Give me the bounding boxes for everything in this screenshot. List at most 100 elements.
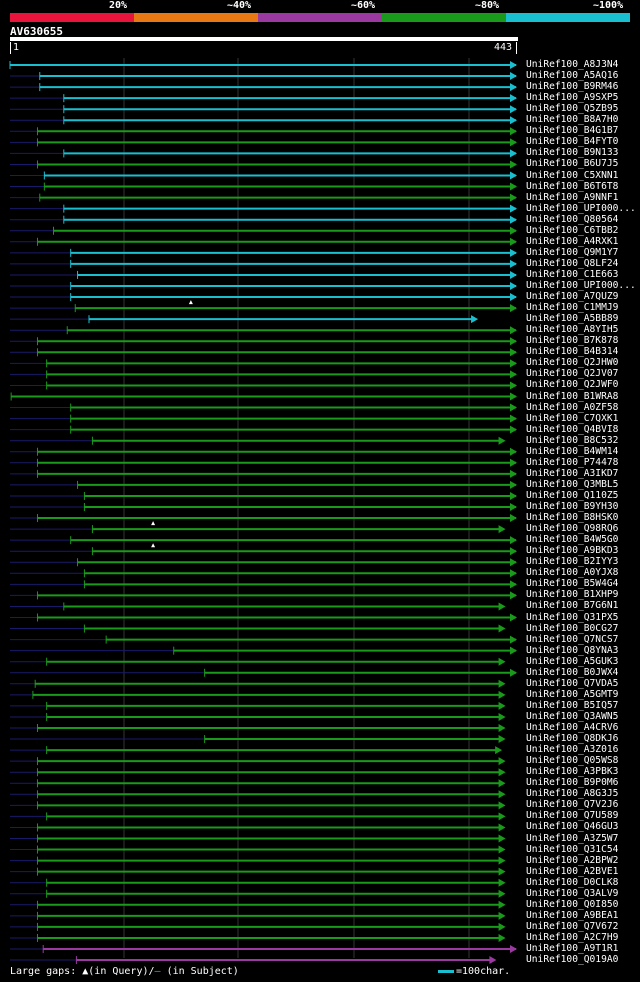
hit-name[interactable]: UniRef100_Q019A0 — [526, 954, 619, 966]
alignment-arrowhead — [510, 105, 517, 114]
hit-name[interactable]: UniRef100_Q8YNA3 — [526, 644, 619, 656]
hit-name[interactable]: UniRef100_B4W5G0 — [526, 534, 619, 546]
hit-name[interactable]: UniRef100_B6U7J5 — [526, 158, 619, 170]
hit-name[interactable]: UniRef100_B6T6T8 — [526, 180, 619, 192]
alignment-arrowhead — [510, 248, 517, 257]
hit-name[interactable]: UniRef100_B7G6N1 — [526, 600, 619, 612]
hit-name[interactable]: UniRef100_B9YH30 — [526, 501, 619, 512]
alignment-arrowhead — [498, 724, 506, 732]
hit-name[interactable]: UniRef100_A3Z5W7 — [526, 832, 619, 844]
hit-name[interactable]: UniRef100_Q3ALV9 — [526, 887, 619, 899]
hit-name[interactable]: UniRef100_Q2JV07 — [526, 368, 619, 380]
hit-name[interactable]: UniRef100_Q8DKJ6 — [526, 733, 619, 745]
scale-swatch — [438, 969, 454, 973]
hit-name[interactable]: UniRef100_A2BVE1 — [526, 865, 619, 877]
hit-name[interactable]: UniRef100_A8YIH5 — [526, 324, 619, 336]
hit-name[interactable]: UniRef100_D0CLK8 — [526, 876, 619, 888]
hit-name[interactable]: UniRef100_B0CG27 — [526, 622, 619, 634]
hit-name[interactable]: UniRef100_B7K878 — [526, 335, 619, 347]
hit-name[interactable]: UniRef100_Q7V672 — [526, 920, 619, 932]
alignment-arrowhead — [510, 359, 517, 368]
hit-name[interactable]: UniRef100_A5GUK3 — [526, 655, 619, 667]
hit-name[interactable]: UniRef100_A9T1R1 — [526, 943, 619, 954]
hit-name[interactable]: UniRef100_A8J3N4 — [526, 59, 619, 70]
alignment-arrowhead — [510, 646, 517, 655]
hit-name[interactable]: UniRef100_A4CRV6 — [526, 722, 619, 733]
hit-name[interactable]: UniRef100_Q7V2J6 — [526, 799, 619, 811]
hit-name[interactable]: UniRef100_A9BKD3 — [526, 545, 619, 557]
hit-name[interactable]: UniRef100_A5AQ16 — [526, 70, 619, 82]
hit-name[interactable]: UniRef100_A4RXK1 — [526, 235, 619, 247]
hit-name[interactable]: UniRef100_B4B314 — [526, 346, 619, 358]
hit-name[interactable]: UniRef100_A8G3J5 — [526, 788, 619, 800]
alignment-arrowhead — [510, 116, 517, 125]
hit-name[interactable]: UniRef100_Q05WS8 — [526, 755, 619, 767]
hit-name[interactable]: UniRef100_Q7U589 — [526, 810, 619, 822]
hit-name[interactable]: UniRef100_Q4BVI8 — [526, 423, 619, 435]
hit-name[interactable]: UniRef100_B9RM46 — [526, 81, 619, 93]
query-bar — [10, 37, 518, 41]
hit-name[interactable]: UniRef100_A2BPW2 — [526, 854, 619, 866]
query-gap-icon: ▲ — [82, 966, 89, 977]
legend-segment — [382, 13, 506, 22]
hit-name[interactable]: UniRef100_Q3AWN5 — [526, 710, 619, 722]
hit-name[interactable]: UniRef100_UPI000... — [526, 280, 636, 291]
hit-name[interactable]: UniRef100_C1MMJ9 — [526, 302, 619, 314]
hit-name[interactable]: UniRef100_A5GMT9 — [526, 688, 619, 700]
hit-name[interactable]: UniRef100_C5XNN1 — [526, 169, 619, 181]
hit-name[interactable]: UniRef100_Q31C54 — [526, 843, 619, 855]
hit-name[interactable]: UniRef100_A7QUZ9 — [526, 291, 619, 303]
hit-name[interactable]: UniRef100_B2IYY3 — [526, 556, 619, 568]
hit-name[interactable]: UniRef100_B8HSK0 — [526, 512, 619, 524]
hit-name[interactable]: UniRef100_Q31PX5 — [526, 611, 619, 623]
alignment-arrowhead — [510, 536, 517, 545]
hit-name[interactable]: UniRef100_B5IQ57 — [526, 699, 619, 711]
hit-name[interactable]: UniRef100_C1E663 — [526, 268, 619, 280]
hit-name[interactable]: UniRef100_Q2JHW0 — [526, 357, 619, 369]
alignment-arrowhead — [498, 768, 506, 777]
hit-name[interactable]: UniRef100_B9N133 — [526, 147, 619, 159]
scale-legend: =100char. — [438, 966, 510, 977]
hit-name[interactable]: UniRef100_B0JWX4 — [526, 666, 619, 678]
hit-name[interactable]: UniRef100_B1WRA8 — [526, 390, 619, 402]
hit-name[interactable]: UniRef100_Q98RQ6 — [526, 523, 619, 535]
alignment-arrowhead — [510, 491, 517, 500]
hit-name[interactable]: UniRef100_Q9M1Y7 — [526, 246, 619, 258]
hit-name[interactable]: UniRef100_Q80564 — [526, 213, 619, 225]
ruler-start-label: 1 — [13, 42, 20, 53]
hit-name[interactable]: UniRef100_Q46GU3 — [526, 821, 619, 833]
hit-name[interactable]: UniRef100_Q5ZB95 — [526, 103, 619, 115]
hit-name[interactable]: UniRef100_Q7VDA5 — [526, 677, 619, 689]
hit-name[interactable]: UniRef100_C6TBB2 — [526, 224, 619, 236]
hit-name[interactable]: UniRef100_B5W4G4 — [526, 578, 619, 590]
hit-name[interactable]: UniRef100_A3IKD7 — [526, 467, 619, 479]
hit-name[interactable]: UniRef100_Q7NCS7 — [526, 633, 619, 645]
hit-name[interactable]: UniRef100_P74478 — [526, 456, 619, 468]
hit-name[interactable]: UniRef100_Q110Z5 — [526, 489, 619, 501]
hit-name[interactable]: UniRef100_B8A7H0 — [526, 114, 619, 126]
hit-name[interactable]: UniRef100_A0ZF58 — [526, 401, 619, 413]
hit-name[interactable]: UniRef100_B4G1B7 — [526, 125, 619, 137]
hit-name[interactable]: UniRef100_B8C532 — [526, 434, 619, 446]
hit-name[interactable]: UniRef100_A9SXP5 — [526, 92, 619, 104]
hit-name[interactable]: UniRef100_A9NNF1 — [526, 191, 619, 203]
hit-name[interactable]: UniRef100_B4WM14 — [526, 445, 619, 457]
alignment-arrowhead — [498, 933, 506, 942]
hit-name[interactable]: UniRef100_UPI000... — [526, 202, 636, 214]
legend-segment — [506, 13, 630, 22]
hit-name[interactable]: UniRef100_B4FYT0 — [526, 136, 619, 148]
hit-name[interactable]: UniRef100_A3Z016 — [526, 744, 619, 756]
alignment-arrowhead — [498, 757, 506, 766]
hit-name[interactable]: UniRef100_A5BB89 — [526, 313, 619, 325]
hit-name[interactable]: UniRef100_Q0I850 — [526, 898, 619, 910]
hit-name[interactable]: UniRef100_C7QXK1 — [526, 412, 619, 424]
hit-name[interactable]: UniRef100_B9P0M6 — [526, 777, 619, 789]
hit-name[interactable]: UniRef100_A2C7H9 — [526, 931, 619, 943]
hit-name[interactable]: UniRef100_B1XHP9 — [526, 589, 619, 601]
hit-name[interactable]: UniRef100_Q2JWF0 — [526, 379, 619, 391]
hit-name[interactable]: UniRef100_A3PBK3 — [526, 766, 619, 778]
hit-name[interactable]: UniRef100_A0YJX8 — [526, 567, 619, 579]
hit-name[interactable]: UniRef100_Q8LF24 — [526, 257, 619, 269]
hit-name[interactable]: UniRef100_A9BEA1 — [526, 909, 619, 921]
hit-name[interactable]: UniRef100_Q3MBL5 — [526, 478, 619, 490]
